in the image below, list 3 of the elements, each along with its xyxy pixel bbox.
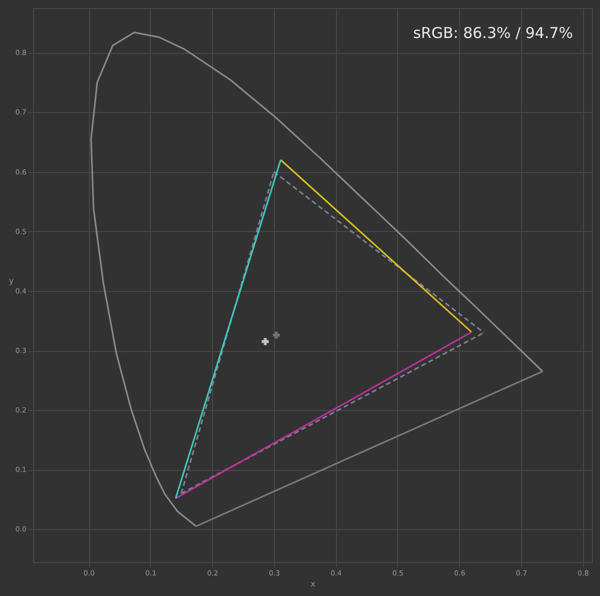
annotation: sRGB: 86.3% / 94.7% — [413, 24, 573, 42]
x-axis-title: x — [310, 580, 316, 588]
y-axis-title: y — [9, 276, 14, 286]
